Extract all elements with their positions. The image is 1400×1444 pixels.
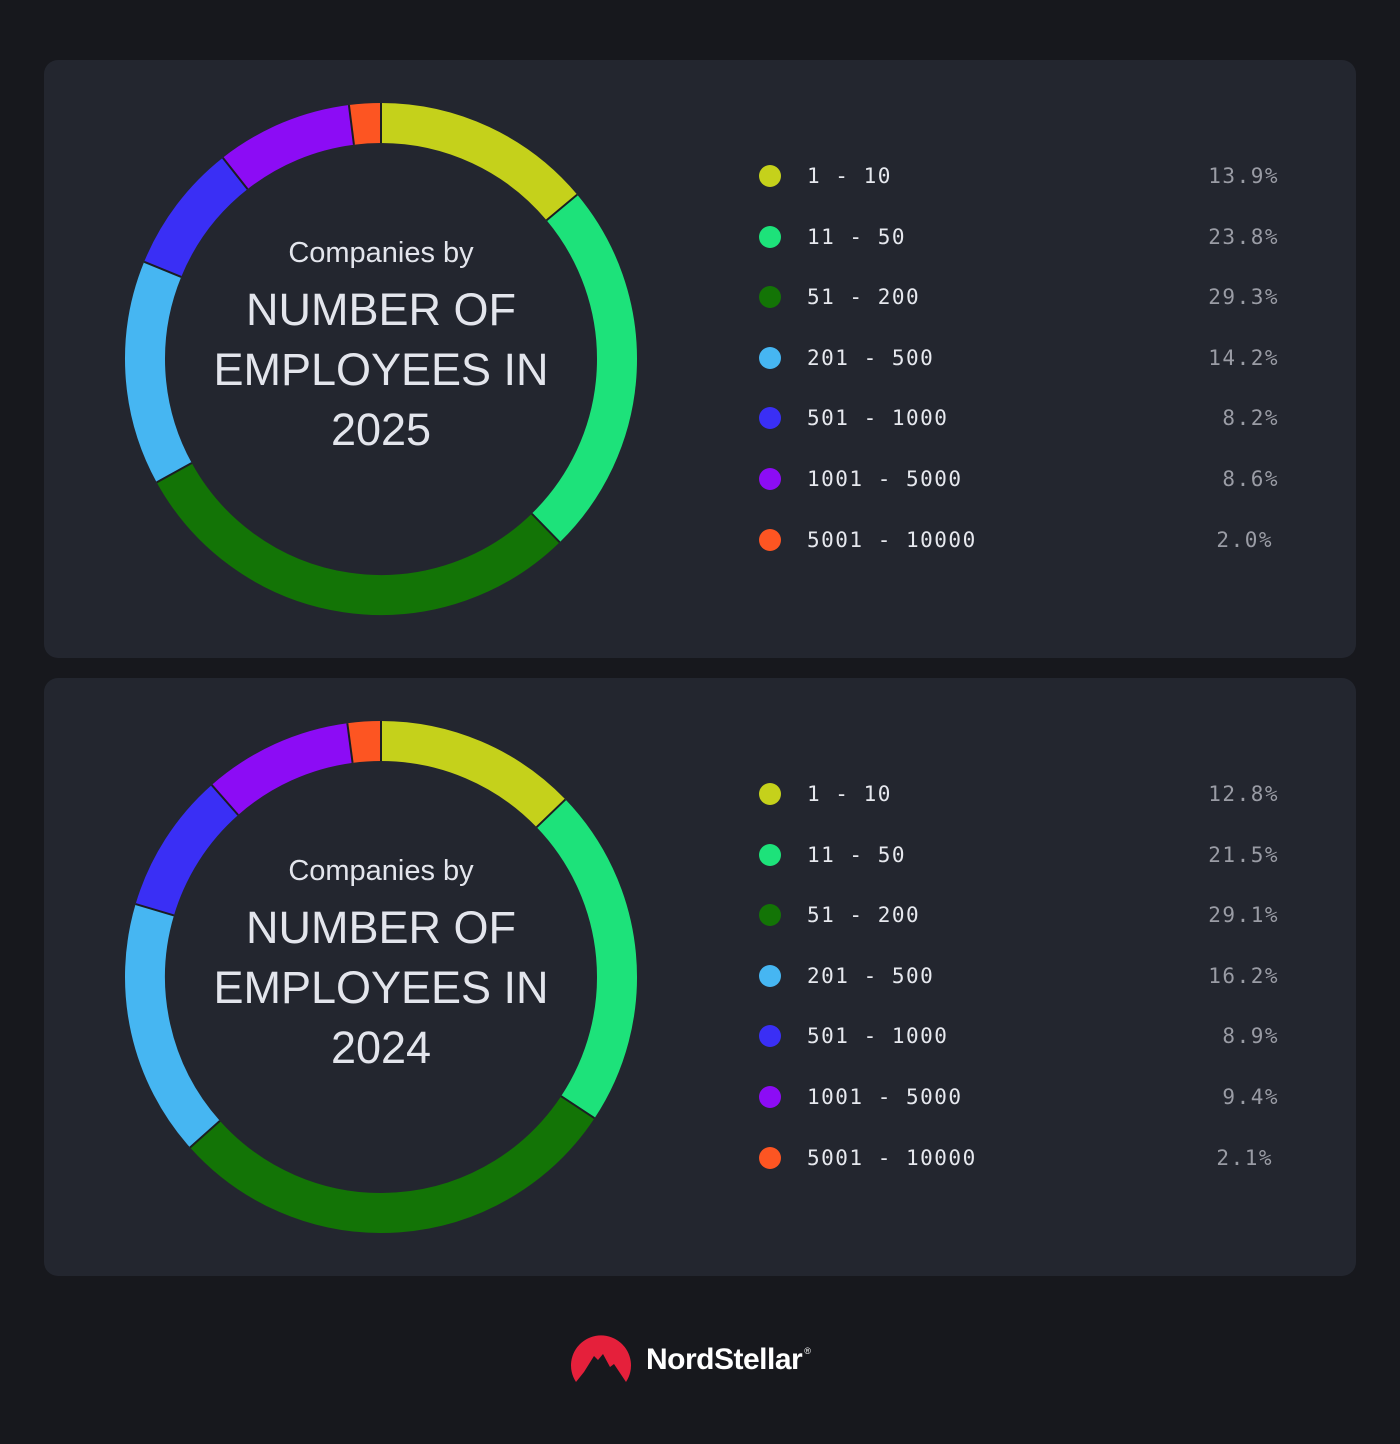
chart-title-line: NUMBER OF <box>246 283 516 335</box>
legend: 1 - 10 12.8% 11 - 50 21.5% 51 - 200 29.1% 2… <box>759 782 1279 1219</box>
legend-label: 1001 - 5000 <box>807 1084 963 1109</box>
legend-value: 23.8% <box>1208 224 1279 249</box>
donut-center-label: Companies by NUMBER OF EMPLOYEES IN 2025 <box>124 102 638 616</box>
legend-label: 11 - 50 <box>807 224 907 249</box>
legend-label: 51 - 200 <box>807 903 921 928</box>
donut-chart-2024 <box>124 720 638 1234</box>
chart-subtitle: Companies by <box>288 236 474 269</box>
legend-item: 11 - 50 21.5% <box>759 843 1279 916</box>
legend-item: 5001 - 10000 2.0% <box>759 528 1279 601</box>
legend-item: 51 - 200 29.3% <box>759 285 1279 358</box>
legend-dot-icon <box>759 1085 781 1108</box>
donut-segment <box>144 157 248 278</box>
donut-segment <box>156 462 560 615</box>
donut-segment <box>211 723 353 816</box>
legend-value: 13.9% <box>1208 164 1279 188</box>
legend-value: 2.0% <box>1216 527 1273 552</box>
legend-value: 8.9% <box>1222 1024 1279 1049</box>
legend-dot-icon <box>759 1025 781 1048</box>
chart-card-2025: Companies by NUMBER OF EMPLOYEES IN 2025… <box>44 60 1356 658</box>
legend-label: 501 - 1000 <box>807 1024 949 1049</box>
registered-mark: ® <box>804 1346 811 1356</box>
legend-label: 5001 - 10000 <box>807 527 977 552</box>
chart-subtitle: Companies by <box>288 854 474 887</box>
legend-dot-icon <box>759 346 781 369</box>
legend-dot-icon <box>759 286 781 309</box>
donut-segment <box>190 1096 595 1233</box>
chart-title-line: NUMBER OF <box>246 901 516 953</box>
legend-item: 201 - 500 14.2% <box>759 346 1279 419</box>
donut-center-label: Companies by NUMBER OF EMPLOYEES IN 2024 <box>124 720 638 1234</box>
legend-item: 501 - 1000 8.2% <box>759 406 1279 479</box>
legend-value: 21.5% <box>1208 842 1279 867</box>
legend-value: 29.3% <box>1208 285 1279 310</box>
donut-chart-2025 <box>124 102 638 616</box>
legend-value: 8.2% <box>1222 406 1279 431</box>
chart-title-line: EMPLOYEES IN <box>213 343 549 395</box>
chart-card-2024: Companies by NUMBER OF EMPLOYEES IN 2024… <box>44 678 1356 1276</box>
legend-label: 201 - 500 <box>807 963 935 988</box>
legend-label: 1001 - 5000 <box>807 466 963 491</box>
legend-item: 1 - 10 12.8% <box>759 782 1279 855</box>
donut-segment <box>222 105 355 190</box>
legend-value: 16.2% <box>1208 963 1279 988</box>
legend-value: 14.2% <box>1208 345 1279 370</box>
legend-dot-icon <box>759 1146 781 1169</box>
legend-item: 501 - 1000 8.9% <box>759 1024 1279 1097</box>
legend-label: 1 - 10 <box>807 164 892 188</box>
legend-item: 1 - 10 13.9% <box>759 164 1279 237</box>
legend-value: 8.6% <box>1222 466 1279 491</box>
legend-dot-icon <box>759 904 781 927</box>
legend-label: 501 - 1000 <box>807 406 949 431</box>
legend: 1 - 10 13.9% 11 - 50 23.8% 51 - 200 29.3% 2… <box>759 164 1279 601</box>
donut-segment <box>135 784 239 916</box>
legend-label: 1 - 10 <box>807 782 892 806</box>
legend-item: 1001 - 5000 9.4% <box>759 1085 1279 1158</box>
brand-name: NordStellar <box>646 1343 803 1376</box>
legend-dot-icon <box>759 843 781 866</box>
legend-item: 11 - 50 23.8% <box>759 225 1279 298</box>
legend-item: 5001 - 10000 2.1% <box>759 1146 1279 1219</box>
legend-dot-icon <box>759 467 781 490</box>
legend-item: 1001 - 5000 8.6% <box>759 467 1279 540</box>
legend-dot-icon <box>759 165 781 187</box>
donut-segment <box>531 194 637 543</box>
mountain-logo-icon <box>571 1335 631 1382</box>
legend-value: 2.1% <box>1216 1145 1273 1170</box>
legend-dot-icon <box>759 407 781 430</box>
chart-title-line: 2024 <box>330 1021 432 1073</box>
chart-title-line: 2025 <box>330 403 432 455</box>
legend-dot-icon <box>759 783 781 805</box>
legend-value: 12.8% <box>1208 782 1279 806</box>
legend-label: 5001 - 10000 <box>807 1145 977 1170</box>
legend-dot-icon <box>759 964 781 987</box>
chart-title-line: EMPLOYEES IN <box>213 961 549 1013</box>
donut-segment <box>125 261 192 483</box>
legend-label: 201 - 500 <box>807 345 935 370</box>
legend-item: 51 - 200 29.1% <box>759 903 1279 976</box>
donut-segment <box>125 904 221 1148</box>
nordstellar-logo: NordStellar ® <box>570 1334 811 1386</box>
legend-label: 51 - 200 <box>807 285 921 310</box>
legend-value: 9.4% <box>1222 1084 1279 1109</box>
legend-label: 11 - 50 <box>807 842 907 867</box>
donut-segment <box>380 721 566 828</box>
donut-segment <box>380 103 578 221</box>
legend-dot-icon <box>759 225 781 248</box>
legend-item: 201 - 500 16.2% <box>759 964 1279 1037</box>
donut-segment <box>536 799 637 1119</box>
legend-value: 29.1% <box>1208 903 1279 928</box>
legend-dot-icon <box>759 528 781 551</box>
